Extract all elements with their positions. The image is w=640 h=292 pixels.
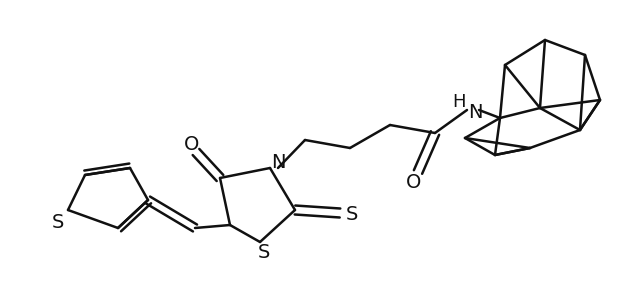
Text: H: H <box>452 93 466 111</box>
Text: O: O <box>406 173 422 192</box>
Text: S: S <box>258 242 270 262</box>
Text: N: N <box>271 154 285 173</box>
Text: N: N <box>468 102 483 121</box>
Text: S: S <box>346 206 358 225</box>
Text: S: S <box>52 213 64 232</box>
Text: O: O <box>184 135 200 154</box>
